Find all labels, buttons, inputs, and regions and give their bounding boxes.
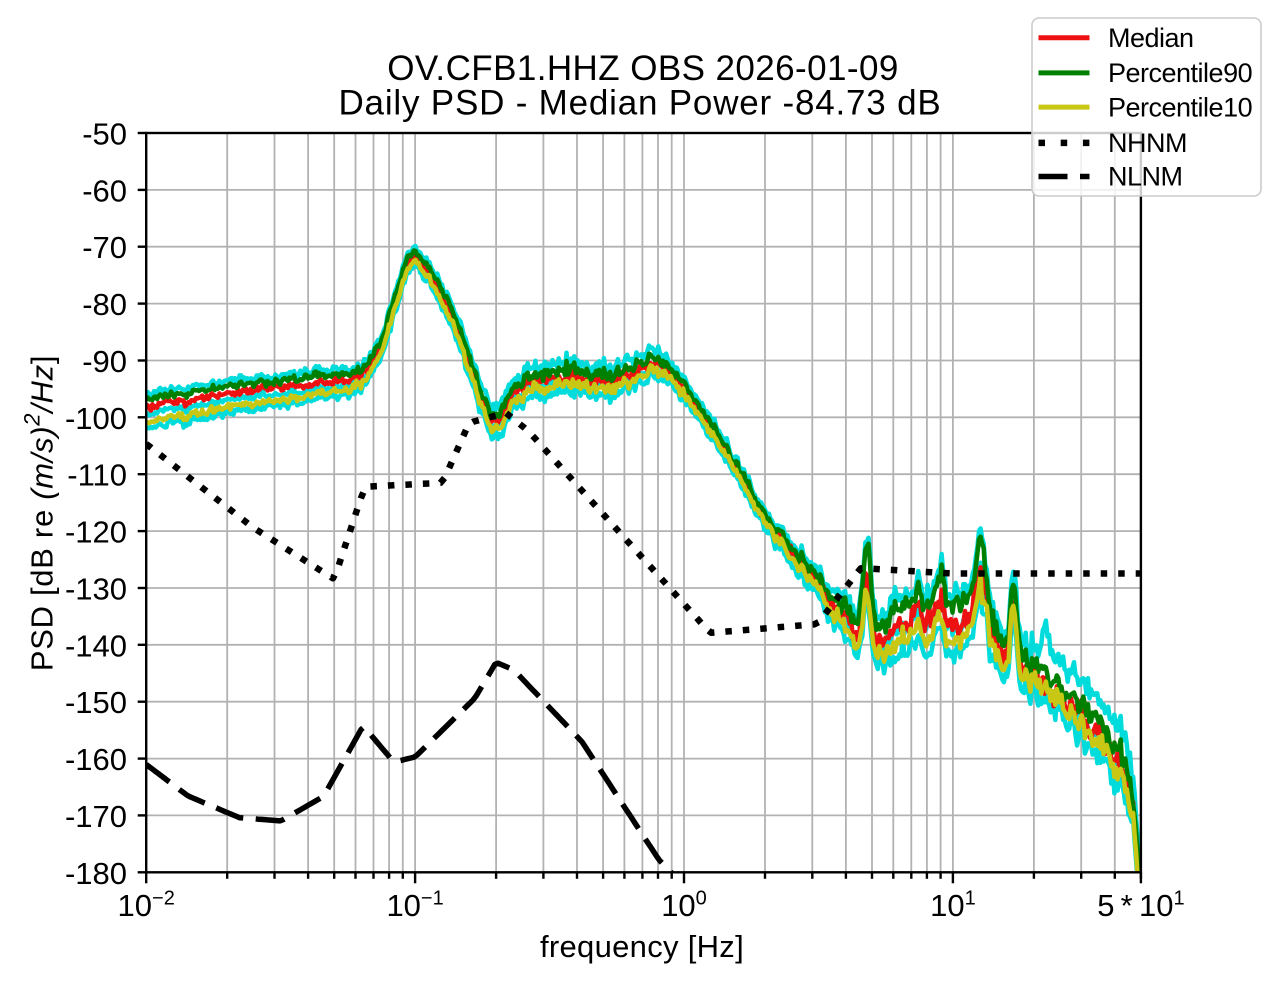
svg-text:NHNM: NHNM (1108, 128, 1187, 158)
svg-text:-150: -150 (65, 685, 127, 720)
svg-text:-70: -70 (82, 230, 127, 265)
svg-text:10−1: 10−1 (386, 888, 443, 924)
svg-text:-180: -180 (65, 856, 127, 891)
svg-text:-170: -170 (65, 799, 127, 834)
svg-text:100: 100 (661, 888, 707, 924)
svg-text:-80: -80 (82, 287, 127, 322)
svg-text:-120: -120 (65, 515, 127, 550)
svg-text:-110: -110 (67, 458, 127, 493)
svg-text:-130: -130 (65, 572, 127, 607)
svg-text:-100: -100 (65, 401, 127, 436)
svg-text:Percentile90: Percentile90 (1108, 58, 1252, 88)
svg-text:frequency [Hz]: frequency [Hz] (540, 929, 744, 964)
svg-text:Median: Median (1108, 23, 1194, 53)
svg-text:-90: -90 (82, 344, 127, 379)
svg-text:-160: -160 (65, 742, 127, 777)
svg-text:10−2: 10−2 (118, 888, 175, 924)
svg-text:NLNM: NLNM (1108, 162, 1183, 192)
svg-text:-140: -140 (65, 628, 127, 663)
svg-text:PSD [dB re (m/s)2/Hz]: PSD [dB re (m/s)2/Hz] (20, 355, 60, 671)
svg-text:101: 101 (930, 888, 976, 924)
svg-text:-50: -50 (82, 117, 127, 152)
svg-text:Percentile10: Percentile10 (1108, 92, 1252, 122)
svg-text:-60: -60 (82, 173, 127, 208)
svg-text:OV.CFB1.HHZ OBS 2026-01-09: OV.CFB1.HHZ OBS 2026-01-09 (387, 49, 899, 88)
svg-text:Daily PSD - Median Power -84.7: Daily PSD - Median Power -84.73 dB (338, 84, 941, 123)
svg-text:5 * 101: 5 * 101 (1097, 888, 1184, 924)
